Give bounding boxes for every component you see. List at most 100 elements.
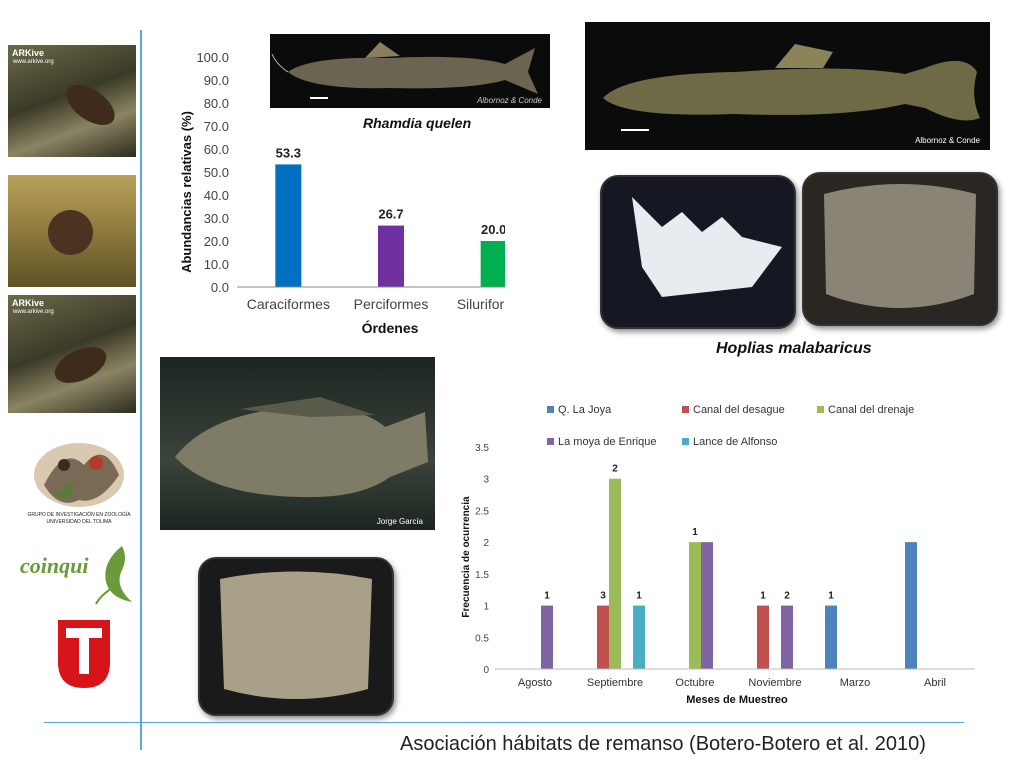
y-tick-label: 2.5 [475, 506, 489, 517]
data-label: 53.3 [276, 145, 301, 160]
legend-label: Canal del desague [693, 404, 785, 416]
bar [781, 605, 793, 669]
data-label: 20.0 [481, 222, 505, 237]
legend-label: La moya de Enrique [558, 436, 656, 448]
bar [609, 478, 621, 669]
bar [275, 164, 302, 287]
y-tick-label: 90.0 [204, 73, 229, 88]
data-label: 26.7 [378, 207, 403, 222]
bar [541, 605, 553, 669]
arkive-logo-text: ARKive [12, 298, 45, 308]
y-axis-label: Abundancias relativas (%) [179, 111, 194, 273]
x-tick-label: Caraciformes [247, 296, 330, 312]
x-tick-label: Siluriformes [457, 296, 505, 312]
y-tick-label: 10.0 [204, 257, 229, 272]
legend-swatch [547, 406, 554, 413]
bar [480, 241, 505, 287]
y-tick-label: 3 [483, 475, 489, 486]
bar [378, 225, 404, 287]
otter-shape [49, 339, 112, 391]
legend-swatch [682, 438, 689, 445]
frequency-bar-chart: Q. La Joya Canal del desague Canal del dre… [461, 404, 975, 706]
tilapia-credit: Jorge García [376, 517, 423, 526]
horizontal-divider [44, 722, 964, 723]
x-axis-label: Meses de Muestreo [686, 694, 788, 706]
tilapia-illustration [175, 397, 428, 498]
y-axis-label: Frecuencia de ocurrencia [461, 496, 472, 618]
y-tick-label: 3.5 [475, 443, 489, 454]
data-label: 1 [828, 591, 834, 602]
y-tick-label: 2 [483, 538, 489, 549]
otter-photo-3: ARKive www.arkive.org [8, 295, 136, 413]
otter-photo-1: ARKive www.arkive.org [8, 45, 136, 157]
legend-swatch [817, 406, 824, 413]
legend-label: Q. La Joya [558, 404, 612, 416]
y-tick-label: 50.0 [204, 165, 229, 180]
coinqui-bird-icon [95, 546, 132, 605]
y-tick-label: 70.0 [204, 119, 229, 134]
ut-logo [58, 620, 110, 688]
hoplias-illustration [603, 44, 980, 131]
data-label: 1 [544, 591, 550, 602]
scale-photo-1 [802, 172, 998, 326]
zoology-group-line2: UNIVERSIDAD DEL TOLIMA [46, 519, 112, 525]
arkive-logo-text: ARKive [12, 48, 45, 58]
coinqui-logo: coinqui [20, 553, 89, 578]
jaw-bone-photo [600, 175, 796, 329]
abundance-bar-chart: 0.0 10.0 20.0 30.0 40.0 50.0 60.0 70.0 80.0 90.0 1… [179, 50, 505, 336]
vertical-divider [140, 30, 142, 750]
y-tick-label: 20.0 [204, 234, 229, 249]
rhamdia-credit: Albornoz & Conde [477, 96, 542, 105]
y-tick-label: 0 [483, 665, 489, 676]
legend-swatch [682, 406, 689, 413]
y-tick-label: 1.5 [475, 570, 489, 581]
x-tick-label: Septiembre [587, 677, 643, 689]
legend-swatch [547, 438, 554, 445]
x-tick-label: Abril [924, 677, 946, 689]
zoology-group-line1: GRUPO DE INVESTIGACIÓN EN ZOOLOGÍA [27, 512, 131, 518]
data-label: 1 [760, 591, 766, 602]
data-label: 2 [612, 464, 618, 475]
bar [689, 542, 701, 669]
otter-shape [59, 76, 122, 134]
rhamdia-caption: Rhamdia quelen [363, 115, 472, 131]
y-tick-label: 30.0 [204, 211, 229, 226]
x-tick-label: Agosto [518, 677, 552, 689]
x-tick-label: Marzo [840, 677, 871, 689]
y-tick-label: 0.5 [475, 633, 489, 644]
y-tick-label: 60.0 [204, 142, 229, 157]
data-label: 3 [600, 591, 606, 602]
x-tick-label: Perciformes [354, 296, 429, 312]
bar [701, 542, 713, 669]
catfish-illustration [271, 42, 538, 99]
bar [825, 605, 837, 669]
y-tick-label: 0.0 [211, 280, 229, 295]
otter-shape [48, 210, 93, 255]
x-tick-label: Octubre [675, 677, 714, 689]
bar [757, 605, 769, 669]
x-tick-label: Noviembre [748, 677, 801, 689]
hoplias-photo: Albornoz & Conde [585, 22, 990, 150]
zoology-group-logo [34, 443, 124, 507]
y-tick-label: 40.0 [204, 188, 229, 203]
y-tick-label: 1 [483, 602, 489, 613]
legend-label: Lance de Alfonso [693, 436, 777, 448]
rhamdia-photo: Albornoz & Conde [270, 34, 550, 108]
top-right-credit: Albornoz & Conde [915, 136, 980, 145]
data-label: 2 [784, 591, 790, 602]
tilapia-photo: Jorge García [160, 357, 435, 530]
slide-footer-citation: Asociación hábitats de remanso (Botero-B… [400, 733, 926, 755]
legend-label: Canal del drenaje [828, 404, 914, 416]
bar [633, 605, 645, 669]
hoplias-caption: Hoplias malabaricus [716, 340, 872, 357]
arkive-url: www.arkive.org [13, 59, 54, 65]
otter-photo-2 [8, 175, 136, 287]
x-axis-label: Órdenes [362, 319, 419, 336]
bar [905, 542, 917, 669]
bar [597, 605, 609, 669]
data-label: 1 [636, 591, 642, 602]
y-tick-label: 80.0 [204, 96, 229, 111]
scale-photo-2 [198, 557, 394, 716]
data-label: 1 [692, 527, 698, 538]
arkive-url: www.arkive.org [13, 309, 54, 315]
